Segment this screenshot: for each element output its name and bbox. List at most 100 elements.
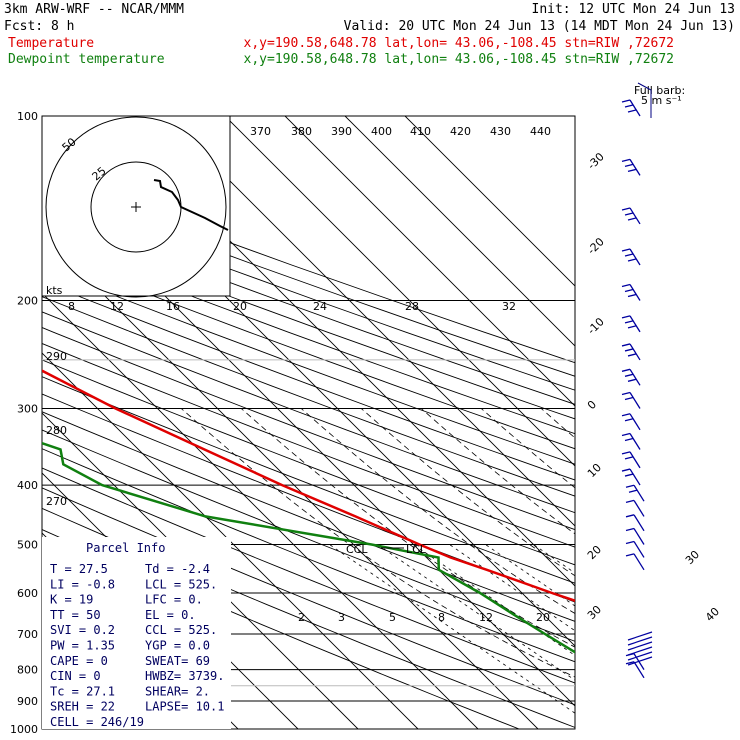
isotherm-label: -10 [585,315,607,337]
parcel-row-right: SWEAT= 69 [145,654,210,668]
hodo-axis-label: 12 [110,300,124,313]
isotherm-label: 20 [585,543,604,562]
wind-barb-feather [621,315,631,319]
wind-barb-feather [627,109,637,113]
parcel-row-left: CIN = 0 [50,669,101,683]
adiabat-label: 390 [331,125,352,138]
wind-barb-staff [629,248,641,266]
wind-barb-feather [621,432,631,437]
wind-barb-feather [624,163,634,168]
mixing-ratio-line [377,544,575,681]
wind-barb-staff [627,636,653,646]
wind-barb-staff [633,528,645,545]
dewpoint-legend-label: Dewpoint temperature [8,52,165,67]
wind-barb-staff [633,661,645,679]
hodograph-axis-labels: 8 12 16 20 24 28 32 [68,300,516,313]
wind-barb-staff [633,484,645,502]
wind-barb-feather [625,661,635,665]
parcel-row-left: K = 19 [50,593,93,607]
wind-barb-staff [627,641,653,651]
wind-barb-staff [627,651,653,661]
wind-barb-feather [624,348,634,352]
wind-barb-staff [633,500,645,517]
moist-adiabat [300,408,575,614]
adiabat-label: 290 [46,350,67,363]
pressure-tick-label: 400 [17,479,38,492]
mixing-ratio-label: 5 [389,611,396,624]
wind-barb-staff [629,433,641,450]
barb-legend-units: 5 m s⁻¹ [641,94,682,107]
wind-barb-column [621,99,653,679]
isotherm-label: -20 [585,235,607,257]
hodo-axis-label: 32 [502,300,516,313]
pressure-axis-labels: 100 200 300 400 500 600 700 800 900 1000 [10,110,38,736]
wind-barb-feather [625,553,635,557]
wind-barb-feather [621,468,631,472]
model-title: 3km ARW-WRF -- NCAR/MMM [4,2,184,17]
hodograph-units: kts [46,284,63,297]
wind-barb-feather [621,391,631,396]
hodograph-trace [153,179,229,231]
wind-barb-staff [629,284,641,301]
wind-barb-feather [627,293,637,298]
wind-barb-feather [625,540,635,545]
valid-time: Valid: 20 UTC Mon 24 Jun 13 (14 MDT Mon … [344,19,735,34]
wind-barb-staff [629,159,641,176]
wind-barb-feather [624,212,634,216]
parcel-row-right: LAPSE= 10.1 [145,700,224,714]
parcel-row-left: CELL = 246/19 [50,715,144,729]
wind-barb-staff [627,646,653,656]
dewpoint-profile [42,441,575,654]
parcel-row-left: SVI = 0.2 [50,623,115,637]
moist-adiabat [240,408,575,648]
moist-adiabat [480,408,575,489]
pressure-tick-label: 300 [17,402,38,415]
parcel-info-panel: Parcel Info T = 27.5 Td = -2.4 LI = -0.8 LC… [42,537,231,729]
dry-adiabat [42,467,575,684]
wind-barb-feather [628,489,638,493]
isotherm-line [224,116,575,467]
wind-barb-staff [629,207,641,225]
pressure-tick-label: 600 [17,587,38,600]
parcel-info-title: Parcel Info [86,541,165,555]
wind-barb-feather [624,373,634,377]
pressure-tick-label: 1000 [10,723,38,736]
mixing-ratio-labels: 2 3 5 8 12 20 [298,611,550,624]
temperature-profile [42,369,575,603]
parcel-row-right: SHEAR= 2. [145,684,210,698]
wind-barb-feather [621,99,631,103]
wind-barb-feather [625,514,635,518]
wind-barb-feather [627,325,637,329]
wind-barb-feather [627,378,637,382]
wind-barb-feather [624,473,634,477]
mixing-ratio-label: 2 [298,611,305,624]
isotherm-label: 10 [585,461,604,480]
moist-adiabat [540,408,575,439]
mixing-ratio-label: 20 [536,611,550,624]
adiabat-label: 430 [490,125,511,138]
pressure-tick-label: 200 [17,295,38,308]
moist-adiabat [180,408,575,678]
wind-barb-feather [624,396,634,401]
parcel-row-right: LFC = 0. [145,593,203,607]
pressure-tick-label: 900 [17,695,38,708]
isotherm-line [42,412,359,729]
wind-barb-feather [621,158,631,163]
wind-barb-staff [629,451,641,469]
wind-barb-feather [627,217,637,221]
dewpoint-station: x,y=190.58,648.78 lat,lon= 43.06,-108.45… [244,52,674,67]
adiabat-label: 400 [371,125,392,138]
parcel-row-right: LCL = 525. [145,577,217,591]
wind-barb-feather [625,527,635,532]
barb-legend-flag [637,82,652,91]
parcel-row-left: T = 27.5 [50,562,108,576]
parcel-row-left: TT = 50 [50,608,101,622]
wind-barb-staff [629,413,641,431]
wind-barb-feather [621,413,631,417]
wind-barb-feather [621,368,631,372]
forecast-hour: Fcst: 8 h [4,19,74,34]
isotherm-label: 40 [703,605,722,624]
isotherm-line [404,116,575,287]
wind-barb-feather [625,484,635,488]
